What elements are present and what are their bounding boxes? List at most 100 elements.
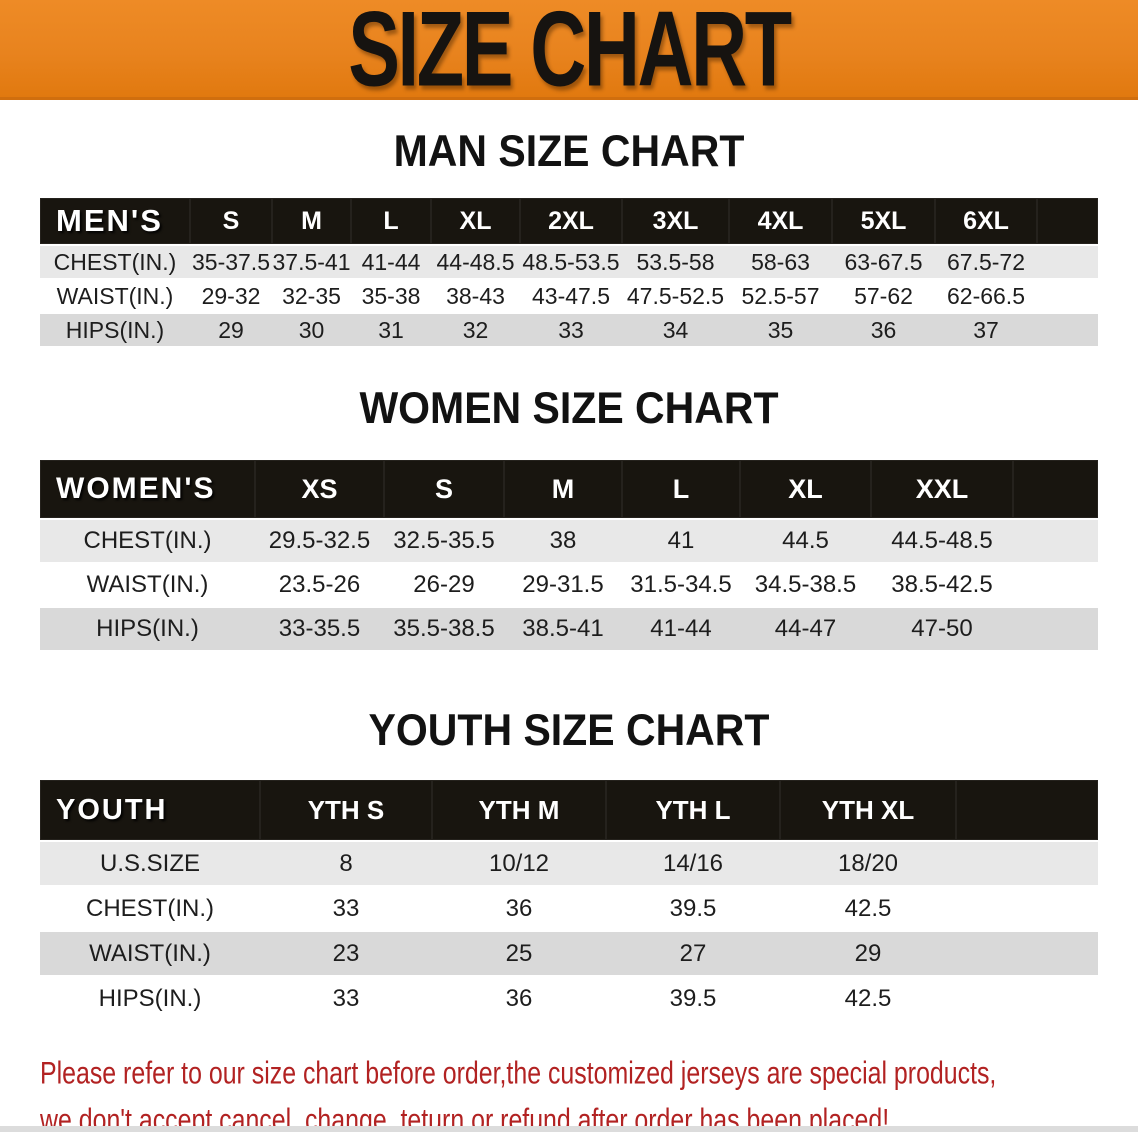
women-section-heading: WOMEN SIZE CHART	[359, 383, 779, 433]
size-column-header: S	[384, 460, 504, 518]
size-value: 8	[339, 849, 353, 877]
size-value: 27	[679, 939, 707, 967]
size-value: 37	[973, 316, 999, 343]
size-value: 41-44	[650, 615, 712, 642]
measurement-label: CHEST(IN.)	[83, 527, 212, 554]
table-corner-label: MEN'S	[40, 198, 190, 244]
size-value: 38.5-42.5	[891, 571, 993, 598]
table-row: WAIST(IN.) 23.5-26 26-29 29-31.5 31.5-34.5 34…	[40, 564, 1098, 606]
measurement-label: CHEST(IN.)	[86, 894, 214, 922]
size-value: 32	[462, 316, 489, 343]
size-value: 42.5	[844, 984, 892, 1012]
size-value: 33	[558, 316, 584, 343]
size-value: 33-35.5	[278, 615, 361, 642]
size-column-header: 2XL	[520, 198, 622, 244]
spacer-cell	[1013, 460, 1098, 518]
size-value: 58-63	[751, 248, 810, 275]
table-row: CHEST(IN.) 29.5-32.5 32.5-35.5 38 41 44.5 44.5…	[40, 520, 1098, 562]
spacer-cell	[956, 842, 1098, 885]
size-column-header: L	[351, 198, 431, 244]
size-value: 38-43	[446, 282, 505, 309]
size-value: 23	[332, 939, 360, 967]
size-value: 18/20	[837, 849, 899, 877]
size-value: 37.5-41	[272, 248, 351, 275]
size-value: 38.5-41	[522, 615, 604, 642]
measurement-label: U.S.SIZE	[99, 849, 201, 877]
youth-section-heading: YOUTH SIZE CHART	[368, 705, 770, 755]
size-value: 35-38	[361, 282, 421, 309]
men-size-table: MEN'S S M L XL 2XL 3XL 4XL 5XL 6XL CHEST(IN.) 35-37…	[40, 196, 1098, 348]
spacer-cell	[956, 977, 1098, 1020]
size-column-header: S	[190, 198, 272, 244]
table-row: HIPS(IN.) 33 36 39.5 42.5	[40, 977, 1098, 1020]
table-corner-label: WOMEN'S	[40, 460, 255, 518]
size-value: 29-31.5	[522, 571, 604, 598]
size-column-header: M	[272, 198, 351, 244]
size-value: 30	[298, 316, 325, 343]
spacer-cell	[956, 887, 1098, 930]
size-value: 29-32	[201, 282, 261, 309]
size-value: 31	[378, 316, 404, 343]
size-value: 41	[667, 527, 695, 554]
size-header-row: WOMEN'S XS S M L XL XXL	[40, 460, 1098, 518]
size-value: 35-37.5	[191, 248, 270, 275]
women-size-table: WOMEN'S XS S M L XL XXL CHEST(IN.) 29.5-32.5 32.5…	[40, 458, 1098, 652]
table-row: U.S.SIZE 8 10/12 14/16 18/20	[40, 842, 1098, 885]
size-value: 43-47.5	[531, 282, 610, 309]
size-value: 36	[505, 894, 533, 922]
size-header-row: MEN'S S M L XL 2XL 3XL 4XL 5XL 6XL	[40, 198, 1098, 244]
size-column-header: YTH XL	[780, 780, 956, 840]
size-column-header: YTH L	[606, 780, 780, 840]
table-row: HIPS(IN.) 29 30 31 32 33 34 35 36 37	[40, 314, 1098, 346]
measurement-label: WAIST(IN.)	[89, 939, 211, 967]
spacer-cell	[1013, 564, 1098, 606]
measurement-label: CHEST(IN.)	[53, 248, 177, 275]
size-value: 34	[662, 316, 689, 343]
size-value: 63-67.5	[844, 248, 923, 275]
size-value: 14/16	[662, 849, 724, 877]
size-column-header: XS	[255, 460, 384, 518]
size-value: 35.5-38.5	[393, 615, 495, 642]
size-column-header: 5XL	[832, 198, 935, 244]
table-corner-label: YOUTH	[40, 780, 260, 840]
section-youth: YOUTH SIZE CHART YOUTH YTH S YTH M YTH L YTH…	[0, 705, 1138, 1022]
banner-title: SIZE CHART	[348, 0, 792, 108]
size-value: 41-44	[361, 248, 421, 275]
size-value: 29.5-32.5	[268, 527, 371, 554]
size-value: 33	[332, 984, 360, 1012]
size-value: 62-66.5	[946, 282, 1025, 309]
spacer-cell	[1013, 520, 1098, 562]
size-column-header: XL	[431, 198, 520, 244]
measurement-label: HIPS(IN.)	[96, 615, 199, 642]
size-value: 32-35	[282, 282, 341, 309]
size-column-header: XXL	[871, 460, 1013, 518]
size-value: 53.5-58	[636, 248, 715, 275]
size-value: 44-48.5	[436, 248, 515, 275]
table-row: HIPS(IN.) 33-35.5 35.5-38.5 38.5-41 41-44 44-…	[40, 608, 1098, 650]
youth-size-table: YOUTH YTH S YTH M YTH L YTH XL U.S.SIZE 8 10/12…	[40, 778, 1098, 1022]
size-column-header: M	[504, 460, 622, 518]
spacer-cell	[1013, 608, 1098, 650]
size-value: 44.5	[782, 527, 829, 554]
measurement-label: WAIST(IN.)	[56, 282, 174, 309]
size-value: 26-29	[413, 571, 475, 598]
size-value: 67.5-72	[946, 248, 1025, 275]
size-value: 23.5-26	[278, 571, 361, 598]
size-value: 25	[505, 939, 533, 967]
spacer-cell	[1037, 314, 1098, 346]
table-row: CHEST(IN.) 35-37.5 37.5-41 41-44 44-48.5 48.5…	[40, 246, 1098, 278]
table-row: WAIST(IN.) 23 25 27 29	[40, 932, 1098, 975]
size-value: 39.5	[669, 984, 717, 1012]
spacer-cell	[1037, 246, 1098, 278]
size-column-header: XL	[740, 460, 871, 518]
spacer-cell	[956, 932, 1098, 975]
size-value: 52.5-57	[741, 282, 820, 309]
size-column-header: 6XL	[935, 198, 1037, 244]
spacer-cell	[956, 780, 1098, 840]
size-value: 36	[870, 316, 897, 343]
size-value: 29	[218, 316, 244, 343]
spacer-cell	[1037, 198, 1098, 244]
spacer-cell	[1037, 280, 1098, 312]
size-value: 39.5	[669, 894, 717, 922]
table-row: CHEST(IN.) 33 36 39.5 42.5	[40, 887, 1098, 930]
